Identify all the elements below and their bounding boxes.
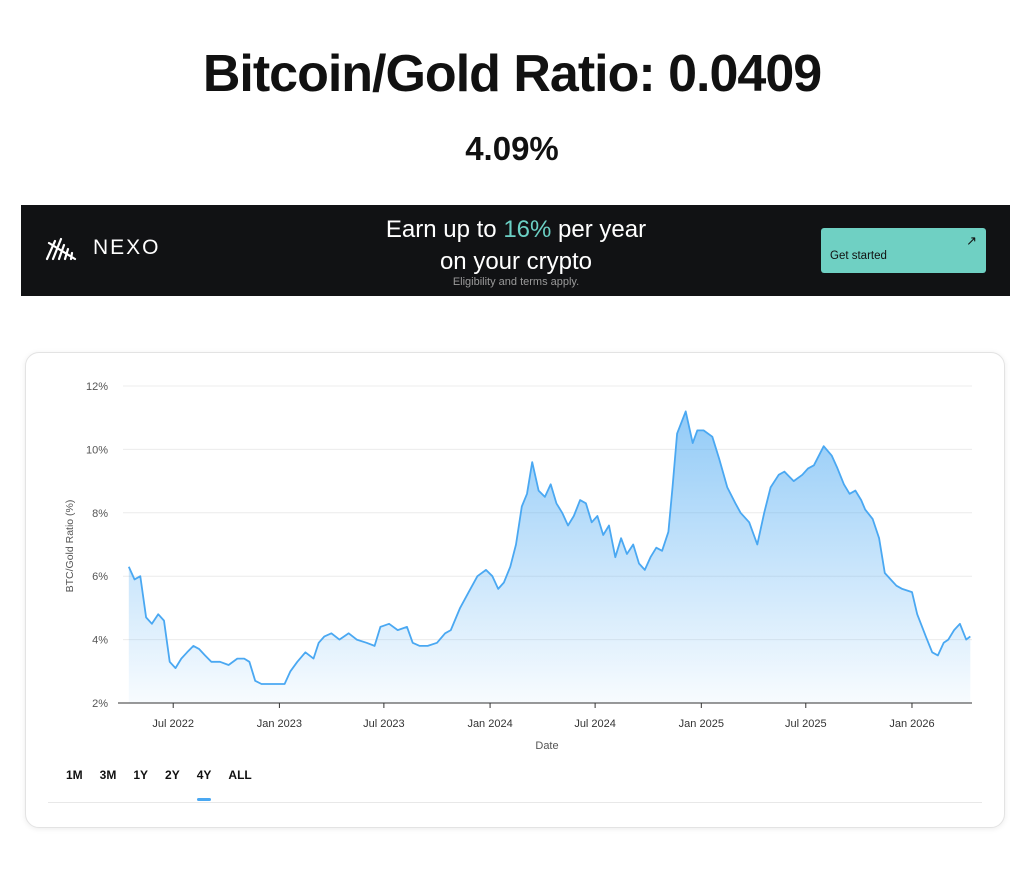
ad-headline-line2: on your crypto	[439, 248, 593, 275]
x-tick-label: Jul 2025	[785, 718, 827, 730]
range-tabs: 1M 3M 1Y 2Y 4Y ALL	[66, 768, 269, 801]
tabs-divider	[48, 802, 982, 803]
nexo-logo: NEXO	[45, 235, 161, 261]
nexo-logo-text: NEXO	[93, 236, 161, 259]
x-tick-label: Jul 2024	[574, 718, 616, 730]
get-started-button[interactable]: Get started ↗	[821, 228, 986, 273]
get-started-label: Get started	[830, 250, 887, 262]
x-tick-label: Jan 2024	[467, 718, 512, 730]
range-tab-1m[interactable]: 1M	[66, 768, 83, 782]
ratio-percent: 4.09%	[465, 130, 559, 167]
range-tab-all[interactable]: ALL	[228, 768, 252, 782]
ratio-area	[128, 411, 971, 703]
ad-headline-prefix: Earn up to	[385, 216, 504, 243]
y-tick-label: 12%	[86, 381, 108, 393]
ad-headline: Earn up to 16% per year on your crypto	[321, 214, 711, 278]
y-axis-label: BTC/Gold Ratio (%)	[64, 500, 76, 593]
y-tick-label: 4%	[92, 635, 108, 647]
y-tick-label: 8%	[92, 508, 108, 520]
ratio-chart[interactable]: 2% 4% 6% 8% 10% 12% Jul 2022 Jan 2023 Jul 2023 Ja…	[26, 353, 1004, 753]
x-tick-label: Jul 2023	[363, 718, 405, 730]
ad-headline-suffix: per year	[551, 216, 647, 243]
range-tab-2y[interactable]: 2Y	[165, 768, 180, 782]
range-tab-1y[interactable]: 1Y	[133, 768, 149, 782]
chart-card: 2% 4% 6% 8% 10% 12% Jul 2022 Jan 2023 Jul 2023 Ja…	[25, 352, 1005, 828]
range-tab-4y[interactable]: 4Y	[196, 768, 212, 801]
nexo-logo-icon	[45, 237, 77, 261]
x-axis-label: Date	[535, 740, 558, 752]
ratio-series-line	[127, 410, 971, 685]
x-tick-label: Jan 2026	[889, 718, 934, 730]
ad-banner[interactable]: NEXO Earn up to 16% per year on your cry…	[21, 205, 1010, 296]
x-tick-label: Jul 2022	[152, 718, 194, 730]
arrow-up-right-icon: ↗	[966, 233, 977, 248]
page-title: Bitcoin/Gold Ratio: 0.0409	[202, 45, 822, 103]
y-tick-label: 6%	[92, 571, 108, 583]
y-tick-label: 2%	[92, 698, 108, 710]
area-layer	[127, 410, 971, 703]
axes: 2% 4% 6% 8% 10% 12% Jul 2022 Jan 2023 Jul 2023 Ja…	[86, 381, 972, 730]
range-tab-3m[interactable]: 3M	[99, 768, 117, 782]
x-tick-label: Jan 2023	[257, 718, 302, 730]
x-tick-label: Jan 2025	[679, 718, 724, 730]
ad-fineprint: Eligibility and terms apply.	[452, 276, 580, 288]
y-tick-label: 10%	[86, 444, 108, 456]
ad-headline-highlight: 16%	[503, 216, 552, 243]
